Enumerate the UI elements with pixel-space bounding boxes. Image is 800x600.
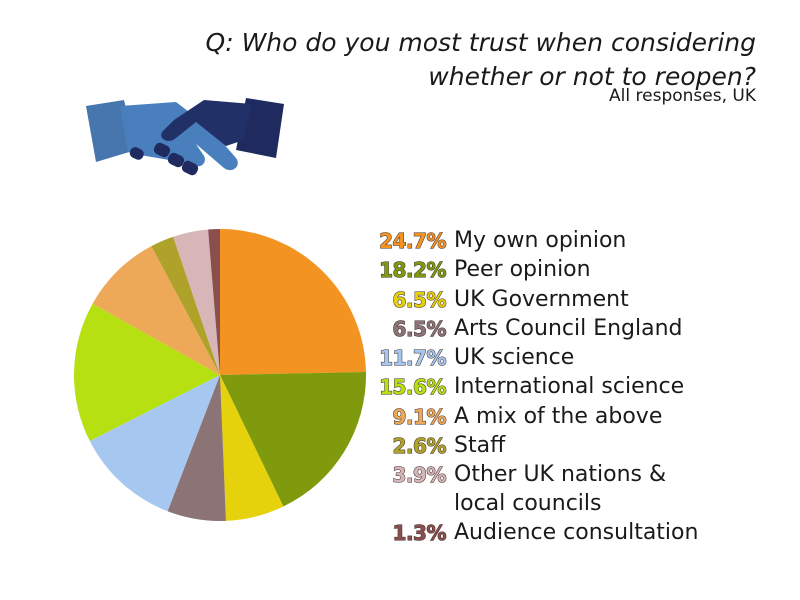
chart-title: Q: Who do you most trust when considerin… (205, 28, 756, 91)
legend-item: 6.5% Arts Council England (376, 314, 786, 343)
category-label: Audience consultation (454, 520, 699, 546)
pie-slice (167, 375, 226, 521)
legend-item: 1.3% Audience consultation (376, 518, 786, 547)
handshake-icon (86, 92, 286, 196)
category-label: UK Government (454, 286, 629, 312)
pct-label: 2.6% (392, 434, 447, 459)
legend-item: 18.2% Peer opinion (376, 255, 786, 284)
legend-item: 15.6% International science (376, 372, 786, 401)
pie-slice (173, 229, 220, 375)
chart-legend: 24.7% My own opinion 18.2% Peer opinion … (376, 226, 786, 548)
pie-chart (73, 229, 367, 521)
category-label: Peer opinion (454, 257, 591, 283)
chart-subtitle: All responses, UK (609, 86, 756, 106)
pct-label: 11.7% (379, 346, 447, 371)
pie-slice (220, 375, 284, 521)
pct-label: 1.3% (392, 521, 447, 546)
pie-slice (220, 229, 366, 375)
legend-item: 11.7% UK science (376, 343, 786, 372)
category-label: Staff (454, 433, 506, 459)
category-label: My own opinion (454, 228, 627, 253)
legend-item: 6.5% UK Government (376, 285, 786, 314)
pie-slice (73, 303, 220, 442)
legend-item: 2.6% Staff (376, 431, 786, 460)
pct-label: 15.6% (379, 375, 447, 400)
pie-slice (208, 229, 220, 375)
category-label: UK science (454, 345, 575, 371)
pie-slice (89, 375, 220, 512)
category-label: Arts Council England (454, 315, 683, 341)
legend-item: 3.9% Other UK nations & local councils (376, 460, 786, 518)
pct-label: 9.1% (392, 404, 447, 429)
category-label: Other UK nations & local councils (454, 462, 667, 517)
pie-slice (220, 372, 367, 507)
pct-label: 18.2% (379, 258, 447, 283)
pct-label: 3.9% (392, 463, 447, 488)
category-label: International science (454, 374, 685, 400)
legend-item: 24.7% My own opinion (376, 226, 786, 255)
category-label: A mix of the above (454, 403, 663, 429)
pct-label: 24.7% (379, 229, 447, 254)
pct-label: 6.5% (392, 316, 447, 341)
pie-slice (92, 246, 220, 375)
pct-label: 6.5% (392, 287, 447, 312)
pie-slice (151, 236, 220, 375)
legend-item: 9.1% A mix of the above (376, 402, 786, 431)
